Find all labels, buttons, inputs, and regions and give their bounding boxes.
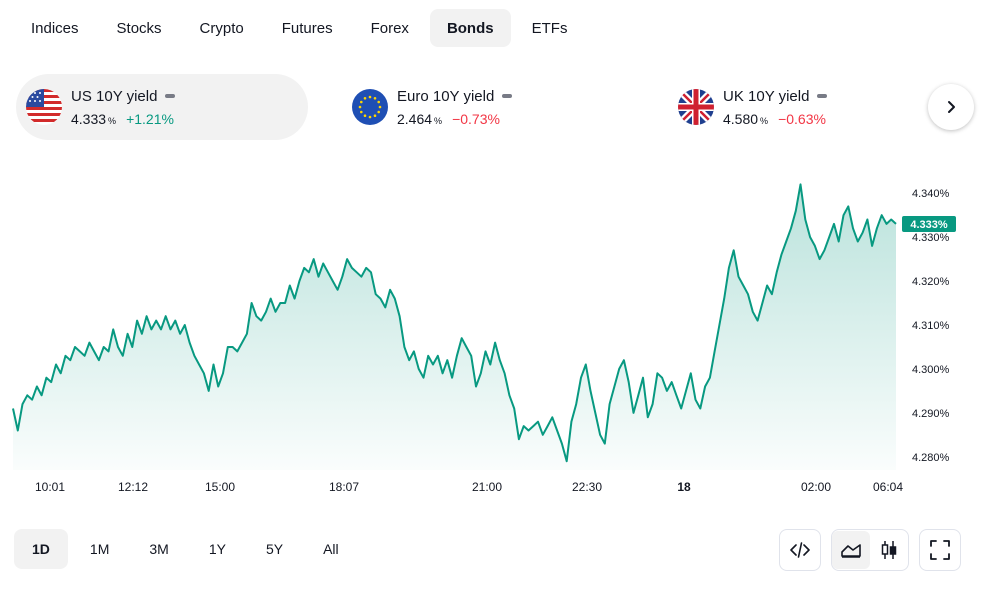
x-tick-label: 15:00 — [205, 480, 235, 494]
tab-forex[interactable]: Forex — [370, 19, 409, 37]
us-flag-icon — [26, 89, 62, 125]
candlestick-icon — [881, 541, 897, 559]
y-tick-label: 4.310% — [912, 320, 950, 332]
y-tick-label: 4.340% — [912, 188, 950, 200]
range-1m[interactable]: 1M — [89, 541, 110, 557]
bond-cards: US 10Y yield 4.333% +1.21% Euro 10Y yield… — [16, 74, 987, 140]
range-1d[interactable]: 1D — [14, 529, 68, 569]
tab-bonds[interactable]: Bonds — [429, 9, 511, 47]
x-tick-label: 02:00 — [801, 480, 831, 494]
x-tick-label: 10:01 — [35, 480, 65, 494]
x-tick-label: 18:07 — [329, 480, 359, 494]
tab-indices[interactable]: Indices — [31, 19, 79, 37]
chevron-right-icon — [948, 101, 955, 113]
fullscreen-tool — [919, 529, 961, 571]
range-3m[interactable]: 3M — [149, 541, 169, 557]
card-euro-10y[interactable]: Euro 10Y yield 2.464% −0.73% — [342, 74, 602, 140]
card-name: Euro 10Y yield — [397, 87, 495, 105]
card-us-10y[interactable]: US 10Y yield 4.333% +1.21% — [16, 74, 308, 140]
y-tick-label: 4.330% — [912, 232, 950, 244]
x-tick-label: 21:00 — [472, 480, 502, 494]
series-area — [13, 184, 896, 470]
market-status-icon — [817, 94, 828, 98]
card-value: 2.464% — [397, 110, 443, 127]
card-name: US 10Y yield — [71, 87, 158, 105]
card-change: −0.73% — [452, 110, 500, 127]
series-line — [12, 183, 897, 463]
eu-flag-icon — [352, 89, 388, 125]
range-selector: 1D 1M 3M 1Y 5Y All — [14, 529, 357, 569]
market-status-icon — [502, 94, 513, 98]
y-tick-label: 4.300% — [912, 364, 950, 376]
x-tick-label: 12:12 — [118, 480, 148, 494]
x-tick-label: 22:30 — [572, 480, 602, 494]
tab-etfs[interactable]: ETFs — [531, 19, 568, 37]
x-tick-label: 18 — [677, 480, 691, 494]
tab-futures[interactable]: Futures — [281, 19, 333, 37]
chart-style-tool — [831, 529, 909, 571]
last-value-badge — [902, 215, 956, 232]
card-name: UK 10Y yield — [723, 87, 810, 105]
fullscreen-icon — [930, 540, 950, 560]
y-tick-label: 4.320% — [912, 276, 950, 288]
uk-flag-icon — [678, 89, 714, 125]
card-uk-10y[interactable]: UK 10Y yield 4.580% −0.63% — [668, 74, 918, 140]
range-5y[interactable]: 5Y — [265, 541, 284, 557]
card-value: 4.333% — [71, 110, 117, 127]
range-all[interactable]: All — [323, 541, 339, 557]
embed-tool — [779, 529, 821, 571]
y-tick-label: 4.290% — [912, 408, 950, 420]
tab-stocks[interactable]: Stocks — [116, 19, 162, 37]
card-change: −0.63% — [778, 110, 826, 127]
range-1y[interactable]: 1Y — [208, 541, 226, 557]
candle-style-button[interactable] — [870, 531, 908, 569]
card-change: +1.21% — [126, 110, 174, 127]
card-value: 4.580% — [723, 110, 769, 127]
yield-chart[interactable]: 4.340% 4.330% 4.320% 4.310% 4.300% 4.290% 4.28… — [0, 160, 987, 500]
fullscreen-button[interactable] — [921, 531, 959, 569]
market-tabs: Indices Stocks Crypto Futures Forex Bonds ETFs — [14, 9, 584, 47]
tab-crypto[interactable]: Crypto — [199, 19, 244, 37]
area-style-button[interactable] — [832, 531, 870, 569]
next-cards-button[interactable] — [928, 84, 974, 130]
last-value-label: 4.333% — [910, 219, 948, 231]
embed-button[interactable] — [781, 531, 819, 569]
code-icon — [790, 542, 810, 558]
y-tick-label: 4.280% — [912, 452, 950, 464]
area-chart-icon — [841, 544, 861, 558]
market-status-icon — [165, 94, 176, 98]
x-tick-label: 06:04 — [873, 480, 903, 494]
